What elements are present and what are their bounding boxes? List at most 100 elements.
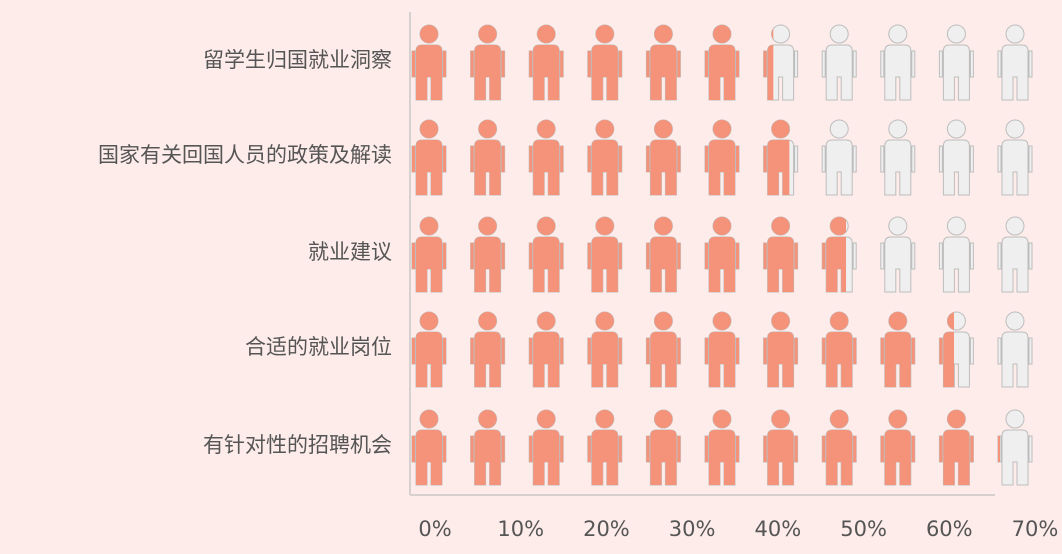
x-tick-label: 60% — [926, 517, 973, 541]
icon-body — [646, 45, 681, 100]
icon-body — [763, 430, 798, 485]
icon-head — [1005, 119, 1025, 139]
icon-head — [946, 119, 966, 139]
icon-head — [771, 410, 790, 428]
icon-body — [412, 45, 446, 100]
icon-head — [420, 120, 438, 138]
icon-body — [470, 140, 505, 195]
icon-head — [420, 217, 438, 235]
icon-body — [587, 140, 622, 195]
icon-head — [888, 24, 908, 44]
icon-body — [529, 430, 564, 485]
filled-icons — [412, 25, 774, 100]
icon-body — [705, 45, 739, 100]
icon-head — [537, 312, 556, 330]
icon-body — [470, 332, 505, 387]
icon-body — [646, 237, 681, 292]
icon-body — [587, 45, 622, 100]
icon-body — [939, 430, 974, 485]
filled-icons — [412, 312, 954, 387]
icon-head — [595, 217, 614, 235]
filled-icons — [412, 217, 846, 292]
icon-head — [888, 119, 908, 139]
icon-head — [654, 217, 673, 235]
icon-body — [763, 140, 790, 195]
icon-head — [771, 120, 790, 138]
icon-head — [478, 312, 497, 330]
icon-head — [771, 28, 774, 40]
icon-head — [654, 25, 673, 43]
filled-icons — [412, 120, 790, 195]
icon-body — [646, 430, 681, 485]
icon-body — [705, 332, 739, 387]
icon-body — [412, 430, 446, 485]
icon-body — [880, 139, 916, 196]
icon-head — [713, 217, 731, 235]
icon-body — [646, 332, 681, 387]
icon-head — [771, 312, 790, 330]
icon-body — [412, 140, 446, 195]
icon-head — [1005, 24, 1025, 44]
icon-body — [470, 430, 505, 485]
category-label: 留学生归国就业洞察 — [203, 48, 392, 72]
icon-body — [939, 332, 954, 387]
icon-body — [822, 237, 846, 292]
icon-head — [420, 25, 438, 43]
x-tick-label: 40% — [755, 517, 802, 541]
icon-head — [654, 120, 673, 138]
icon-body — [997, 44, 1033, 101]
icon-head — [888, 410, 907, 428]
icon-head — [537, 120, 556, 138]
x-tick-label: 20% — [583, 517, 630, 541]
icon-head — [947, 312, 954, 330]
icon-body — [529, 45, 564, 100]
icon-body — [705, 237, 739, 292]
icon-body — [412, 332, 446, 387]
icon-head — [771, 217, 790, 235]
icon-head — [888, 216, 908, 236]
icon-head — [713, 410, 731, 428]
icon-head — [595, 120, 614, 138]
icon-body — [763, 45, 774, 100]
icon-body — [997, 429, 1033, 486]
icon-body — [705, 140, 739, 195]
x-tick-label: 0% — [418, 517, 451, 541]
icon-head — [829, 24, 849, 44]
icon-head — [713, 312, 731, 330]
icon-head — [478, 25, 497, 43]
icon-body — [822, 430, 857, 485]
icon-head — [654, 312, 673, 330]
icon-head — [595, 25, 614, 43]
icon-head — [830, 410, 849, 428]
icon-body — [880, 332, 915, 387]
icon-head — [1005, 216, 1025, 236]
icon-body — [470, 45, 505, 100]
icon-body — [821, 44, 857, 101]
icon-body — [587, 430, 622, 485]
icon-body — [763, 237, 798, 292]
icon-head — [537, 410, 556, 428]
icon-body — [880, 430, 915, 485]
icon-body — [529, 237, 564, 292]
x-tick-label: 50% — [840, 517, 887, 541]
icon-body — [997, 236, 1033, 293]
category-label: 合适的就业岗位 — [245, 335, 392, 359]
icon-body — [938, 139, 974, 196]
icon-head — [947, 410, 966, 428]
icon-body — [938, 44, 974, 101]
icon-head — [771, 24, 791, 44]
icon-head — [478, 410, 497, 428]
x-tick-label: 70% — [1012, 517, 1059, 541]
icon-body — [587, 237, 622, 292]
icon-body — [646, 140, 681, 195]
icon-head — [829, 119, 849, 139]
icon-body — [412, 237, 446, 292]
icon-head — [537, 25, 556, 43]
icon-body — [587, 332, 622, 387]
icon-head — [654, 410, 673, 428]
icon-body — [529, 140, 564, 195]
x-tick-label: 30% — [669, 517, 716, 541]
icon-body — [997, 331, 1033, 388]
icon-body — [880, 44, 916, 101]
